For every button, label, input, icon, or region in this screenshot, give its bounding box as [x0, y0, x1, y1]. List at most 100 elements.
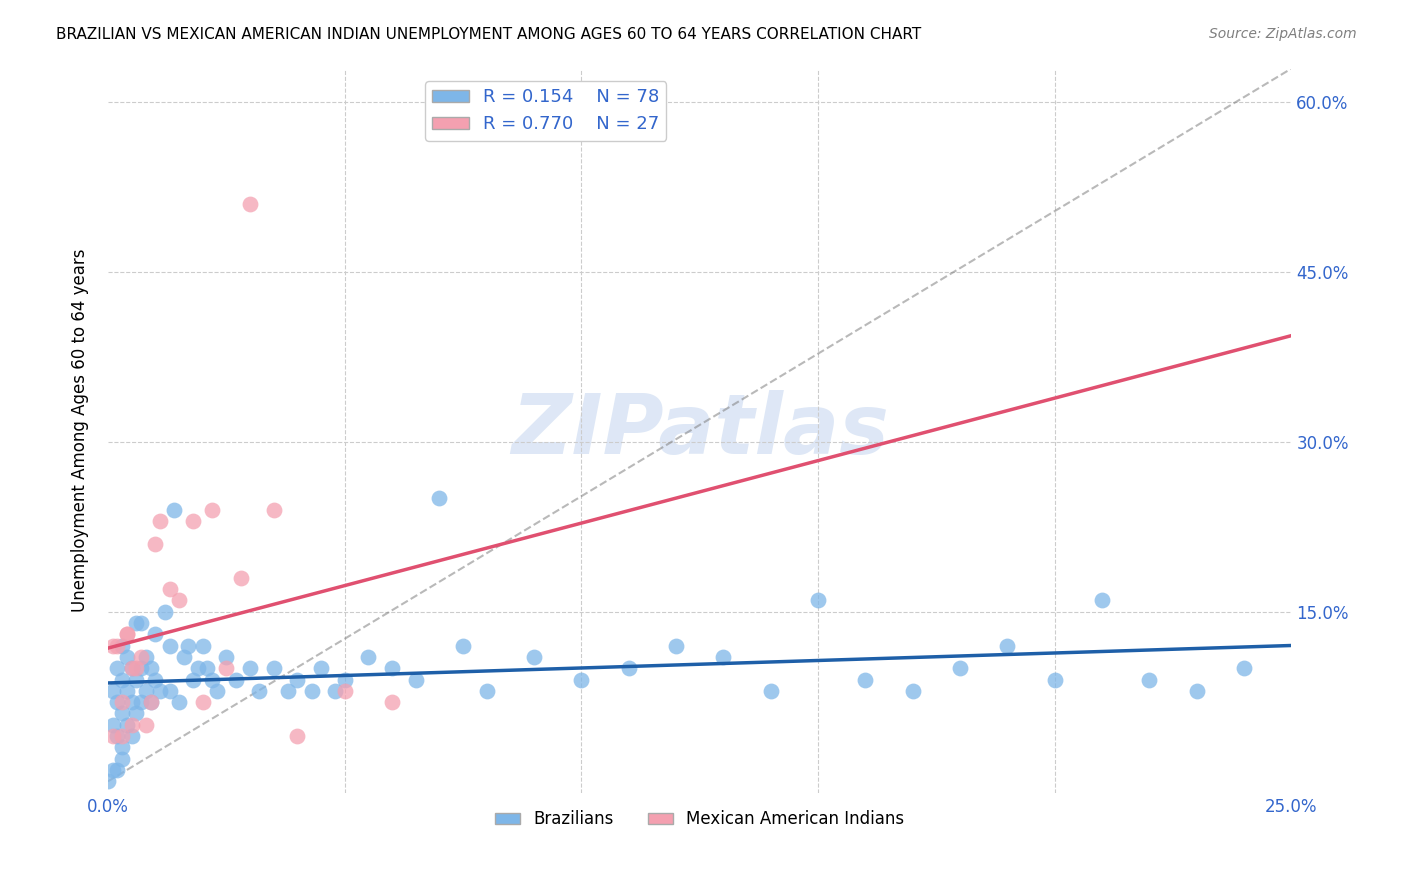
Point: [617, 661, 640, 675]
Point: [121, 729, 143, 743]
Point: [229, 571, 252, 585]
Point: [115, 627, 138, 641]
Point: [225, 673, 247, 687]
Point: [129, 695, 152, 709]
Point: [569, 673, 592, 687]
Point: [97, 774, 120, 789]
Point: [111, 729, 134, 743]
Point: [285, 673, 308, 687]
Point: [153, 605, 176, 619]
Point: [101, 683, 124, 698]
Point: [121, 661, 143, 675]
Point: [121, 661, 143, 675]
Text: Source: ZipAtlas.com: Source: ZipAtlas.com: [1209, 27, 1357, 41]
Point: [1043, 673, 1066, 687]
Point: [215, 661, 238, 675]
Point: [807, 593, 830, 607]
Point: [381, 661, 404, 675]
Point: [115, 718, 138, 732]
Point: [125, 661, 148, 675]
Point: [111, 695, 134, 709]
Point: [139, 695, 162, 709]
Point: [901, 683, 924, 698]
Point: [149, 683, 172, 698]
Point: [201, 503, 224, 517]
Point: [135, 718, 157, 732]
Point: [143, 537, 166, 551]
Point: [191, 639, 214, 653]
Point: [101, 729, 124, 743]
Point: [949, 661, 972, 675]
Point: [427, 491, 450, 506]
Point: [997, 639, 1019, 653]
Point: [309, 661, 332, 675]
Point: [177, 639, 200, 653]
Point: [129, 615, 152, 630]
Point: [665, 639, 688, 653]
Point: [143, 673, 166, 687]
Point: [143, 627, 166, 641]
Point: [167, 695, 190, 709]
Point: [475, 683, 498, 698]
Point: [115, 649, 138, 664]
Point: [125, 706, 148, 721]
Legend: Brazilians, Mexican American Indians: Brazilians, Mexican American Indians: [489, 804, 911, 835]
Point: [855, 673, 877, 687]
Point: [201, 673, 224, 687]
Point: [197, 661, 219, 675]
Point: [135, 683, 157, 698]
Point: [121, 718, 143, 732]
Point: [277, 683, 299, 698]
Point: [111, 752, 134, 766]
Point: [285, 729, 308, 743]
Point: [111, 673, 134, 687]
Point: [263, 661, 285, 675]
Point: [149, 514, 172, 528]
Point: [215, 649, 238, 664]
Point: [107, 729, 129, 743]
Text: ZIPatlas: ZIPatlas: [510, 390, 889, 471]
Point: [101, 718, 124, 732]
Point: [129, 649, 152, 664]
Point: [107, 695, 129, 709]
Point: [187, 661, 209, 675]
Point: [125, 615, 148, 630]
Point: [381, 695, 404, 709]
Point: [181, 514, 204, 528]
Point: [121, 695, 143, 709]
Point: [111, 740, 134, 755]
Point: [159, 582, 181, 596]
Point: [181, 673, 204, 687]
Point: [129, 661, 152, 675]
Point: [357, 649, 380, 664]
Point: [167, 593, 190, 607]
Point: [239, 661, 262, 675]
Point: [173, 649, 195, 664]
Point: [101, 639, 124, 653]
Point: [115, 683, 138, 698]
Point: [101, 763, 124, 777]
Point: [301, 683, 323, 698]
Point: [139, 695, 162, 709]
Point: [263, 503, 285, 517]
Point: [759, 683, 782, 698]
Text: BRAZILIAN VS MEXICAN AMERICAN INDIAN UNEMPLOYMENT AMONG AGES 60 TO 64 YEARS CORR: BRAZILIAN VS MEXICAN AMERICAN INDIAN UNE…: [56, 27, 921, 42]
Y-axis label: Unemployment Among Ages 60 to 64 years: Unemployment Among Ages 60 to 64 years: [72, 249, 89, 612]
Point: [125, 673, 148, 687]
Point: [107, 639, 129, 653]
Point: [107, 661, 129, 675]
Point: [713, 649, 735, 664]
Point: [135, 649, 157, 664]
Point: [159, 683, 181, 698]
Point: [159, 639, 181, 653]
Point: [115, 627, 138, 641]
Point: [111, 706, 134, 721]
Point: [333, 683, 356, 698]
Point: [1233, 661, 1256, 675]
Point: [239, 197, 262, 211]
Point: [451, 639, 474, 653]
Point: [323, 683, 346, 698]
Point: [111, 639, 134, 653]
Point: [1185, 683, 1208, 698]
Point: [1139, 673, 1161, 687]
